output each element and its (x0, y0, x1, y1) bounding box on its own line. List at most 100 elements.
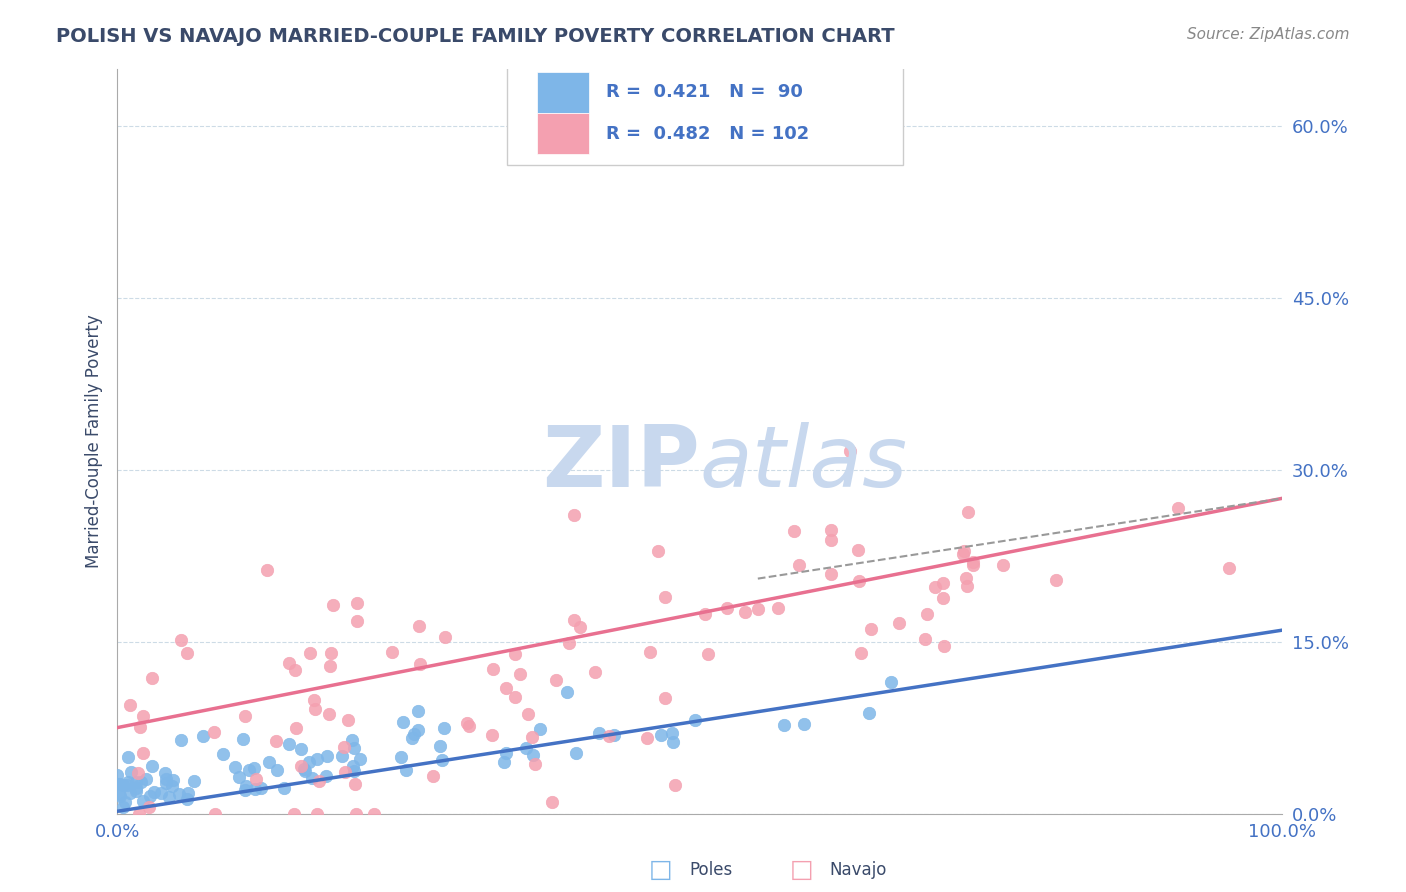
Point (408, 618, 430, 632)
Point (783, 524, 806, 538)
Point (522, 730, 544, 744)
Text: atlas: atlas (700, 422, 908, 505)
Point (636, 731, 658, 746)
Text: Navajo: Navajo (830, 861, 887, 879)
Point (117, 750, 139, 764)
Point (278, 656, 301, 670)
Point (583, 665, 606, 679)
Point (138, 799, 160, 814)
Point (304, 693, 326, 707)
Point (638, 645, 661, 659)
Point (409, 657, 432, 672)
Point (238, 763, 260, 777)
Point (343, 777, 366, 791)
Point (125, 781, 148, 796)
Point (257, 755, 280, 769)
Point (245, 772, 267, 787)
Point (322, 598, 344, 612)
Point (264, 734, 287, 748)
Point (139, 789, 162, 803)
Point (107, 777, 129, 791)
Point (340, 732, 363, 747)
Point (301, 771, 323, 785)
Point (406, 705, 429, 719)
Point (342, 759, 364, 773)
Point (266, 763, 288, 777)
Point (343, 741, 366, 756)
Point (228, 770, 250, 784)
Text: □: □ (790, 858, 813, 881)
Point (787, 558, 810, 572)
Point (167, 788, 190, 802)
Point (962, 555, 984, 569)
Point (132, 709, 155, 723)
Point (456, 715, 478, 730)
Point (820, 567, 842, 582)
Point (433, 721, 456, 735)
Point (793, 717, 815, 731)
Point (232, 732, 254, 747)
Point (204, 806, 226, 821)
Point (887, 615, 910, 630)
Point (848, 542, 870, 557)
Point (233, 782, 256, 797)
Point (304, 702, 326, 716)
Point (915, 607, 938, 621)
Point (318, 707, 340, 722)
Point (991, 558, 1014, 573)
Point (155, 775, 177, 789)
Point (661, 735, 683, 749)
Point (243, 782, 266, 797)
Point (162, 772, 184, 787)
Point (932, 575, 955, 590)
Point (851, 646, 873, 660)
Point (202, 724, 225, 739)
Text: □: □ (650, 858, 672, 881)
Point (250, 781, 273, 796)
Point (695, 607, 717, 621)
Point (111, 778, 134, 792)
Point (562, 508, 585, 522)
Point (494, 755, 516, 769)
Point (716, 601, 738, 615)
Point (233, 708, 256, 723)
Point (401, 731, 423, 745)
Text: ZIP: ZIP (541, 422, 700, 505)
Point (389, 750, 412, 764)
Point (278, 737, 301, 751)
Point (160, 780, 183, 794)
Point (859, 622, 882, 636)
Point (430, 753, 453, 767)
Point (509, 667, 531, 681)
Y-axis label: Married-Couple Family Poverty: Married-Couple Family Poverty (86, 314, 103, 568)
Point (349, 751, 371, 765)
Point (952, 547, 974, 561)
Point (128, 806, 150, 821)
Point (820, 533, 842, 548)
Bar (537, 72, 589, 113)
Point (962, 558, 984, 573)
Point (120, 765, 142, 780)
Point (294, 764, 316, 778)
Point (224, 760, 246, 774)
Point (330, 748, 353, 763)
Point (333, 739, 356, 754)
Point (664, 778, 686, 792)
Point (820, 523, 842, 537)
Point (934, 640, 956, 654)
Point (932, 591, 955, 606)
Point (1218, 561, 1240, 575)
Point (588, 726, 610, 740)
Point (524, 756, 547, 771)
Point (114, 795, 136, 809)
Point (406, 723, 429, 737)
Point (131, 793, 153, 807)
Point (773, 718, 796, 732)
Point (105, 767, 128, 781)
Point (343, 764, 366, 778)
Point (458, 719, 481, 733)
Point (120, 786, 142, 800)
Point (283, 806, 305, 821)
Point (952, 543, 974, 558)
Point (170, 633, 193, 648)
